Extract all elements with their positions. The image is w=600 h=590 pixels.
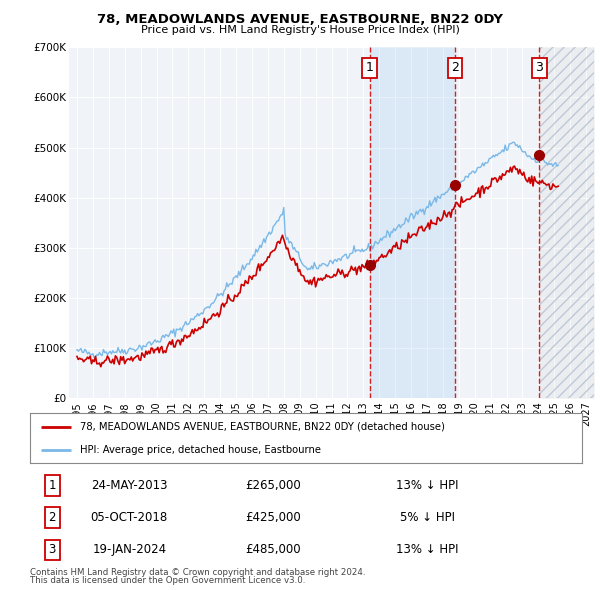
Bar (370, 47, 455, 398)
Bar (539, 47, 594, 398)
Text: 1: 1 (365, 61, 373, 74)
Bar (539, 47, 594, 398)
Text: 78, MEADOWLANDS AVENUE, EASTBOURNE, BN22 0DY (detached house): 78, MEADOWLANDS AVENUE, EASTBOURNE, BN22… (80, 421, 445, 431)
Text: £425,000: £425,000 (245, 511, 301, 524)
Text: 2: 2 (451, 61, 459, 74)
Text: 1: 1 (49, 479, 56, 492)
Text: £485,000: £485,000 (245, 543, 301, 556)
Text: HPI: Average price, detached house, Eastbourne: HPI: Average price, detached house, East… (80, 445, 320, 455)
Text: 24-MAY-2013: 24-MAY-2013 (91, 479, 167, 492)
Text: 13% ↓ HPI: 13% ↓ HPI (396, 543, 458, 556)
Text: 13% ↓ HPI: 13% ↓ HPI (396, 479, 458, 492)
Text: 78, MEADOWLANDS AVENUE, EASTBOURNE, BN22 0DY: 78, MEADOWLANDS AVENUE, EASTBOURNE, BN22… (97, 13, 503, 26)
Text: This data is licensed under the Open Government Licence v3.0.: This data is licensed under the Open Gov… (30, 576, 305, 585)
Text: 19-JAN-2024: 19-JAN-2024 (92, 543, 166, 556)
Text: 3: 3 (49, 543, 56, 556)
Text: 3: 3 (535, 61, 543, 74)
Text: £265,000: £265,000 (245, 479, 301, 492)
Text: 05-OCT-2018: 05-OCT-2018 (91, 511, 168, 524)
Text: Contains HM Land Registry data © Crown copyright and database right 2024.: Contains HM Land Registry data © Crown c… (30, 568, 365, 576)
Text: 2: 2 (49, 511, 56, 524)
Text: 5% ↓ HPI: 5% ↓ HPI (400, 511, 455, 524)
Text: Price paid vs. HM Land Registry's House Price Index (HPI): Price paid vs. HM Land Registry's House … (140, 25, 460, 35)
